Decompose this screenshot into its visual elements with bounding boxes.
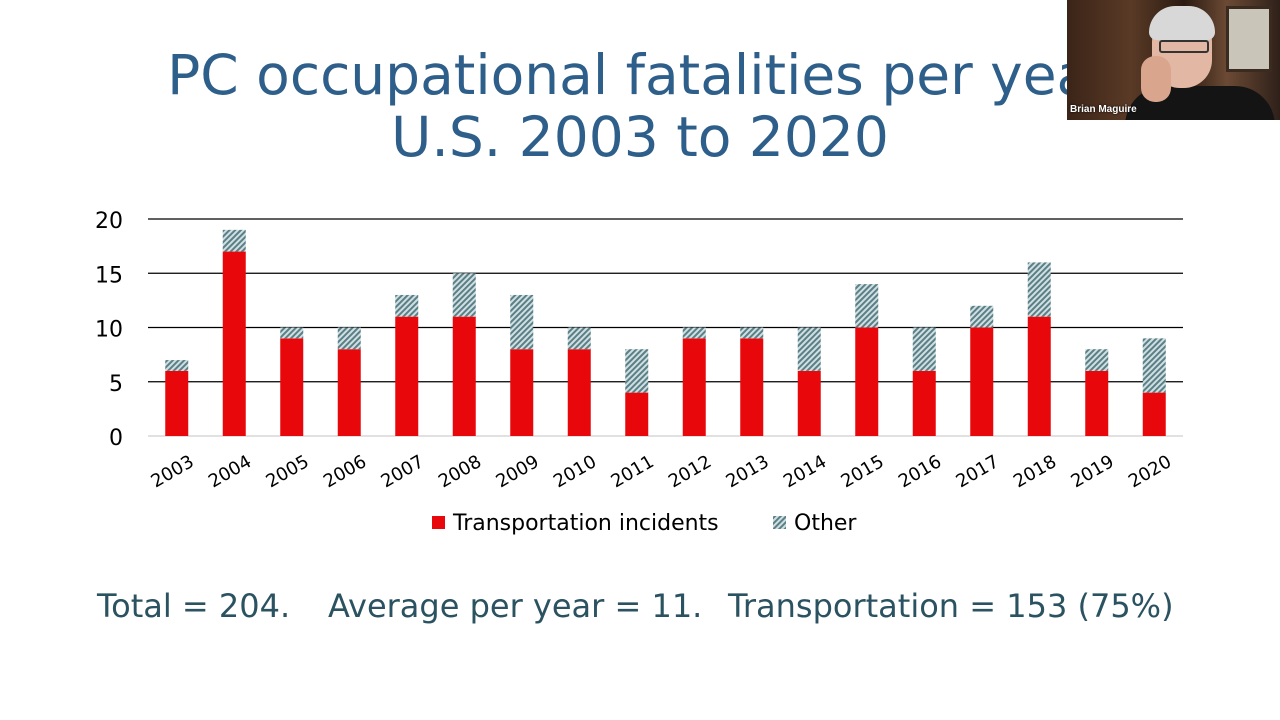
bar-transportation-2017	[970, 327, 994, 436]
webcam-person-glasses	[1159, 40, 1209, 53]
webcam-person-hair	[1149, 6, 1215, 40]
bar-other-2014	[797, 327, 821, 371]
bar-other-2006	[337, 327, 361, 350]
x-tick-label-2012: 2012	[665, 451, 715, 492]
legend: Transportation incidents Other	[432, 511, 857, 536]
slide-title-line-1: PC occupational fatalities per year	[167, 43, 1113, 107]
bar-other-2017	[970, 305, 994, 328]
bar-other-2004	[222, 229, 246, 252]
x-tick-label-2007: 2007	[377, 451, 427, 492]
legend-label-transportation: Transportation incidents	[452, 511, 719, 536]
bar-other-2016	[912, 327, 936, 371]
x-tick-label-2017: 2017	[952, 451, 1002, 492]
summary-transportation: Transportation = 153 (75%)	[728, 587, 1174, 625]
y-tick-label: 15	[95, 263, 123, 288]
bar-transportation-2018	[1027, 316, 1051, 436]
legend-label-other: Other	[794, 511, 857, 536]
webcam-person-hand	[1141, 56, 1171, 102]
webcam-video-tile[interactable]: Brian Maguire	[1067, 0, 1280, 120]
x-tick-label-2003: 2003	[147, 451, 197, 492]
slide-title-line-2: U.S. 2003 to 2020	[391, 105, 889, 169]
x-tick-label-2006: 2006	[320, 451, 370, 492]
bar-transportation-2016	[912, 370, 936, 436]
x-tick-label-2015: 2015	[837, 451, 887, 492]
bar-other-2019	[1085, 349, 1109, 371]
bar-transportation-2012	[682, 338, 706, 436]
bar-other-2008	[452, 273, 476, 317]
y-tick-label: 0	[109, 426, 123, 451]
bars	[165, 229, 1166, 436]
bar-transportation-2020	[1142, 392, 1166, 436]
x-tick-label-2013: 2013	[722, 451, 772, 492]
bar-transportation-2013	[740, 338, 764, 436]
bar-transportation-2015	[855, 327, 879, 436]
bar-transportation-2003	[165, 370, 189, 436]
bar-other-2010	[567, 327, 591, 350]
bar-other-2003	[165, 360, 189, 371]
bar-other-2020	[1142, 338, 1166, 393]
bar-other-2007	[395, 294, 419, 317]
bar-transportation-2006	[337, 349, 361, 436]
x-tick-label-2004: 2004	[205, 451, 255, 492]
bar-transportation-2011	[625, 392, 649, 436]
x-tick-label-2008: 2008	[435, 451, 485, 492]
y-axis-ticks: 0 5 10 15 20	[95, 209, 123, 451]
webcam-window	[1226, 6, 1272, 72]
y-tick-label: 10	[95, 318, 123, 343]
x-axis-ticks: 2003 2004 2005 2006 2007 2008 2009 2010 2011 2012…	[147, 451, 1175, 492]
x-tick-label-2016: 2016	[895, 451, 945, 492]
bar-other-2018	[1027, 262, 1051, 317]
x-tick-label-2018: 2018	[1010, 451, 1060, 492]
gridlines	[148, 218, 1183, 437]
summary-total: Total = 204.	[97, 587, 291, 625]
x-tick-label-2010: 2010	[550, 451, 600, 492]
bar-other-2013	[740, 327, 764, 339]
bar-transportation-2004	[222, 251, 246, 436]
x-tick-label-2019: 2019	[1067, 451, 1117, 492]
x-tick-label-2020: 2020	[1125, 451, 1175, 492]
bar-other-2011	[625, 349, 649, 393]
bar-other-2005	[280, 327, 304, 339]
y-tick-label: 20	[95, 209, 123, 234]
bar-transportation-2009	[510, 349, 534, 436]
bar-transportation-2010	[567, 349, 591, 436]
summary-average: Average per year = 11.	[328, 587, 703, 625]
bar-transportation-2014	[797, 370, 821, 436]
bar-transportation-2019	[1085, 370, 1109, 436]
x-tick-label-2009: 2009	[492, 451, 542, 492]
x-tick-label-2005: 2005	[262, 451, 312, 492]
x-tick-label-2014: 2014	[780, 451, 830, 492]
legend-swatch-transportation	[432, 516, 445, 529]
participant-name-label: Brian Maguire	[1070, 104, 1137, 115]
bar-transportation-2005	[280, 338, 304, 436]
y-tick-label: 5	[109, 372, 123, 397]
bar-other-2012	[682, 327, 706, 339]
x-tick-label-2011: 2011	[607, 451, 657, 492]
bar-transportation-2007	[395, 316, 419, 436]
bar-other-2009	[510, 294, 534, 350]
bar-other-2015	[855, 284, 879, 328]
legend-swatch-other	[773, 516, 786, 529]
bar-transportation-2008	[452, 316, 476, 436]
